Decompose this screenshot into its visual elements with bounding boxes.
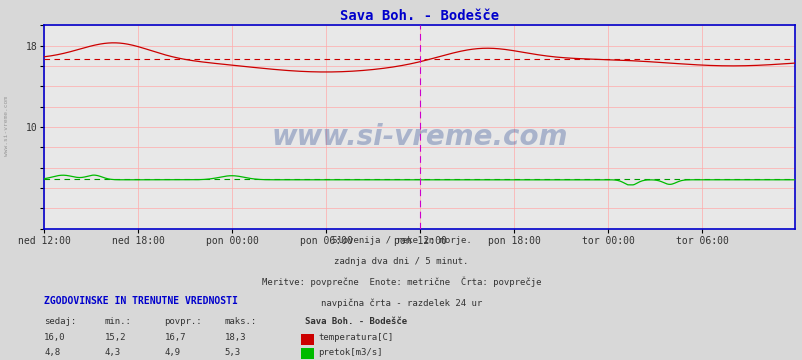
Text: 4,8: 4,8 — [44, 348, 60, 357]
Text: 18,3: 18,3 — [225, 333, 246, 342]
Text: navpična črta - razdelek 24 ur: navpična črta - razdelek 24 ur — [321, 298, 481, 308]
Text: min.:: min.: — [104, 317, 131, 326]
Text: Sava Boh. - Bodešče: Sava Boh. - Bodešče — [305, 317, 407, 326]
Text: maks.:: maks.: — [225, 317, 257, 326]
Title: Sava Boh. - Bodešče: Sava Boh. - Bodešče — [339, 9, 499, 23]
Text: www.si-vreme.com: www.si-vreme.com — [271, 123, 567, 151]
Text: Slovenija / reke in morje.: Slovenija / reke in morje. — [331, 236, 471, 245]
Text: povpr.:: povpr.: — [164, 317, 202, 326]
Text: sedaj:: sedaj: — [44, 317, 76, 326]
Text: pretok[m3/s]: pretok[m3/s] — [318, 348, 382, 357]
Text: 16,0: 16,0 — [44, 333, 66, 342]
Text: 16,7: 16,7 — [164, 333, 186, 342]
Text: Meritve: povprečne  Enote: metrične  Črta: povprečje: Meritve: povprečne Enote: metrične Črta:… — [261, 276, 541, 287]
Text: 4,9: 4,9 — [164, 348, 180, 357]
Text: www.si-vreme.com: www.si-vreme.com — [4, 96, 9, 156]
Text: ZGODOVINSKE IN TRENUTNE VREDNOSTI: ZGODOVINSKE IN TRENUTNE VREDNOSTI — [44, 296, 237, 306]
Text: 5,3: 5,3 — [225, 348, 241, 357]
Text: zadnja dva dni / 5 minut.: zadnja dva dni / 5 minut. — [334, 257, 468, 266]
Text: 4,3: 4,3 — [104, 348, 120, 357]
Text: temperatura[C]: temperatura[C] — [318, 333, 393, 342]
Text: 15,2: 15,2 — [104, 333, 126, 342]
